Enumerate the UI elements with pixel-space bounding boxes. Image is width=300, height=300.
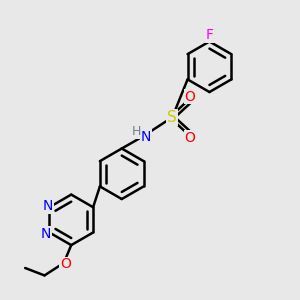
Text: N: N xyxy=(43,199,53,213)
Text: S: S xyxy=(167,110,177,125)
Text: O: O xyxy=(60,257,71,272)
Text: N: N xyxy=(40,227,51,241)
Text: N: N xyxy=(141,130,151,144)
Text: H: H xyxy=(131,125,141,138)
Text: O: O xyxy=(185,89,196,103)
Text: O: O xyxy=(185,131,196,145)
Text: F: F xyxy=(206,28,213,42)
